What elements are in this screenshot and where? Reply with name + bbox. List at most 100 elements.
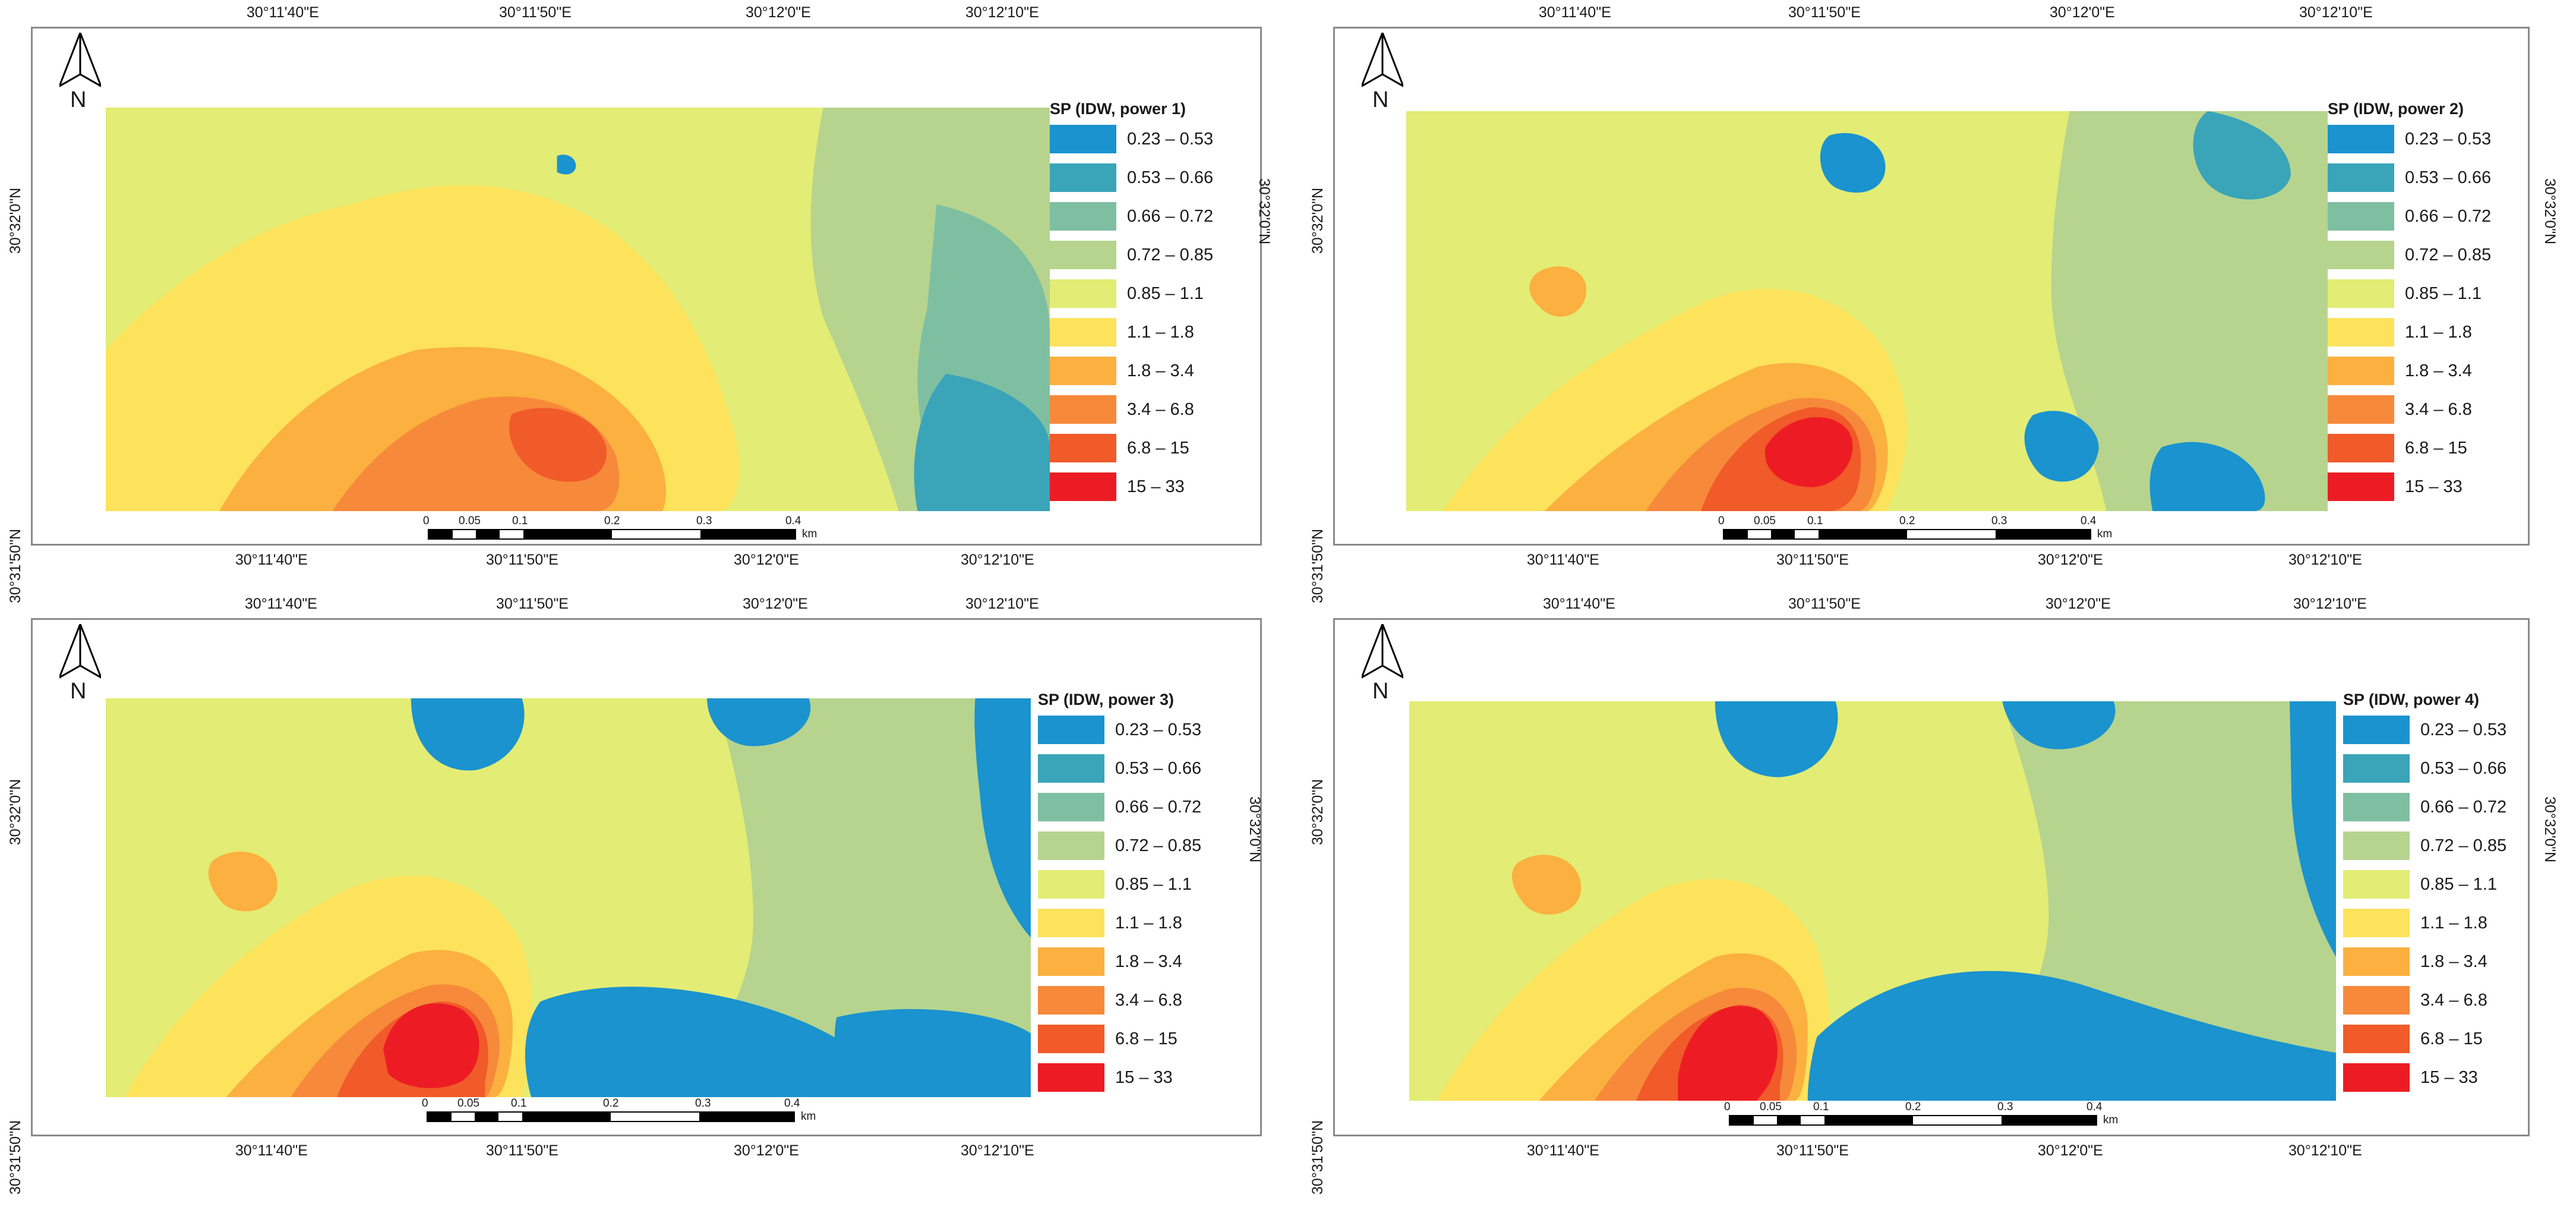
legend-item: 0.66 – 0.72 bbox=[2343, 792, 2506, 823]
legend-item: 0.72 – 0.85 bbox=[1050, 240, 1213, 270]
contour-zone bbox=[411, 698, 525, 771]
legend: SP (IDW, power 3) 0.23 – 0.53 0.53 – 0.66 0… bbox=[1038, 691, 1228, 1107]
longitude-tick-bottom: 30°12'10"E bbox=[961, 552, 1034, 568]
legend-swatch bbox=[1038, 716, 1104, 744]
scale-bar-unit: km bbox=[801, 1110, 816, 1123]
latitude-tick-left: 30°32'0"N bbox=[1309, 187, 1326, 254]
longitude-tick-top: 30°11'50"E bbox=[496, 596, 569, 612]
legend-item: 0.23 – 0.53 bbox=[2343, 714, 2506, 745]
legend-label: 3.4 – 6.8 bbox=[1127, 399, 1194, 419]
scale-bar-segment bbox=[2002, 1116, 2096, 1124]
north-arrow-icon: N bbox=[58, 623, 103, 704]
legend-swatch bbox=[1038, 831, 1104, 860]
longitude-tick-bottom: 30°12'0"E bbox=[734, 552, 799, 568]
scale-bar-segment bbox=[451, 1113, 475, 1121]
scale-bar-label: 0 bbox=[1718, 515, 1725, 527]
contour-zone bbox=[707, 698, 811, 746]
legend-label: 0.23 – 0.53 bbox=[1127, 129, 1214, 149]
legend-item: 1.8 – 3.4 bbox=[2328, 355, 2472, 386]
scale-bar-label: 0.05 bbox=[1760, 1101, 1782, 1113]
scale-bar-segment bbox=[1818, 530, 1907, 538]
legend-item: 0.85 – 1.1 bbox=[2343, 869, 2497, 900]
scale-bar-segment bbox=[1801, 1116, 1824, 1124]
scale-bar-segment bbox=[1912, 1116, 2002, 1124]
contour-zone bbox=[1820, 133, 1886, 193]
legend-swatch bbox=[1038, 909, 1104, 937]
scale-bar-segment bbox=[699, 1113, 794, 1121]
legend-swatch bbox=[2343, 1063, 2410, 1092]
longitude-tick-top: 30°12'0"E bbox=[743, 596, 808, 612]
scale-bar-unit: km bbox=[802, 528, 817, 540]
scale-bar-segment bbox=[1996, 530, 2090, 538]
longitude-tick-top: 30°12'0"E bbox=[746, 4, 811, 21]
scale-bar-segment bbox=[611, 530, 700, 538]
contour-zone bbox=[1529, 266, 1587, 317]
map-raster bbox=[1406, 111, 2328, 511]
map-raster bbox=[106, 698, 1031, 1097]
legend-swatch bbox=[1038, 793, 1104, 821]
latitude-tick-right: 30°32'0"N bbox=[1246, 796, 1263, 863]
contour-zone bbox=[914, 374, 1050, 511]
north-arrow-icon: N bbox=[58, 32, 103, 112]
contour-zone bbox=[1512, 855, 1581, 915]
scale-bar bbox=[427, 1111, 795, 1122]
scale-bar-label: 0.05 bbox=[459, 515, 481, 527]
contour-zone bbox=[557, 155, 576, 175]
legend-swatch bbox=[2328, 279, 2394, 308]
north-label: N bbox=[1372, 679, 1389, 704]
longitude-tick-bottom: 30°11'50"E bbox=[1776, 552, 1849, 568]
longitude-tick-top: 30°11'40"E bbox=[245, 596, 317, 612]
scale-bar bbox=[428, 529, 796, 540]
legend-swatch bbox=[2328, 163, 2394, 192]
legend-item: 6.8 – 15 bbox=[2343, 1023, 2483, 1054]
legend-label: 0.85 – 1.1 bbox=[2420, 874, 2497, 894]
legend-swatch bbox=[2343, 870, 2410, 899]
scale-bar-label: 0.3 bbox=[1991, 515, 2007, 527]
legend-item: 0.72 – 0.85 bbox=[2328, 240, 2491, 270]
scale-bar-label: 0.4 bbox=[2086, 1101, 2103, 1113]
interpolation-map bbox=[106, 698, 1031, 1097]
legend-swatch bbox=[2343, 793, 2410, 821]
legend-label: 15 – 33 bbox=[2420, 1067, 2478, 1087]
legend-item: 0.85 – 1.1 bbox=[2328, 278, 2482, 309]
legend-swatch bbox=[2343, 831, 2410, 860]
legend-label: 0.85 – 1.1 bbox=[1115, 874, 1192, 894]
legend-item: 15 – 33 bbox=[2343, 1062, 2478, 1093]
legend-swatch bbox=[1038, 870, 1104, 899]
legend-label: 6.8 – 15 bbox=[1127, 438, 1189, 458]
legend-label: 6.8 – 15 bbox=[1115, 1029, 1177, 1048]
legend-label: 0.85 – 1.1 bbox=[2405, 283, 2482, 303]
longitude-tick-top: 30°12'10"E bbox=[2299, 4, 2373, 21]
legend-swatch bbox=[1038, 1063, 1104, 1092]
legend-label: 1.1 – 1.8 bbox=[2420, 913, 2487, 933]
legend-label: 0.66 – 0.72 bbox=[2420, 797, 2507, 817]
legend-label: 0.85 – 1.1 bbox=[1127, 283, 1204, 303]
legend-label: 0.72 – 0.85 bbox=[2420, 836, 2507, 855]
latitude-tick-left: 30°31'50"N bbox=[1309, 528, 1326, 603]
contour-zone bbox=[2149, 442, 2265, 511]
legend-swatch bbox=[2343, 947, 2410, 976]
legend-label: 0.23 – 0.53 bbox=[2420, 720, 2507, 739]
legend-label: 1.1 – 1.8 bbox=[1127, 322, 1194, 342]
scale-bar-label: 0.1 bbox=[1807, 515, 1823, 527]
scale-bar-segment bbox=[1724, 530, 1748, 538]
legend-item: 15 – 33 bbox=[1038, 1062, 1173, 1093]
latitude-tick-left: 30°32'0"N bbox=[7, 779, 24, 845]
legend-item: 6.8 – 15 bbox=[1038, 1023, 1177, 1054]
legend-item: 0.53 – 0.66 bbox=[2343, 753, 2506, 784]
legend-item: 0.23 – 0.53 bbox=[1038, 714, 1201, 745]
interpolation-map bbox=[106, 108, 1050, 511]
contour-zone bbox=[383, 1003, 479, 1088]
contour-zone bbox=[1678, 1006, 1778, 1101]
north-label: N bbox=[70, 679, 87, 704]
latitude-tick-right: 30°32'0"N bbox=[2542, 178, 2558, 245]
contour-zone bbox=[2024, 411, 2099, 482]
scale-bar-segment bbox=[1906, 530, 1996, 538]
scale-bar-segment bbox=[428, 1113, 452, 1121]
scale-bar bbox=[1729, 1115, 2097, 1126]
legend-item: 1.1 – 1.8 bbox=[2328, 317, 2472, 348]
contour-zone bbox=[1807, 971, 2336, 1101]
longitude-tick-top: 30°11'40"E bbox=[1543, 596, 1615, 612]
map-raster bbox=[106, 108, 1050, 511]
legend-item: 1.1 – 1.8 bbox=[2343, 908, 2487, 938]
